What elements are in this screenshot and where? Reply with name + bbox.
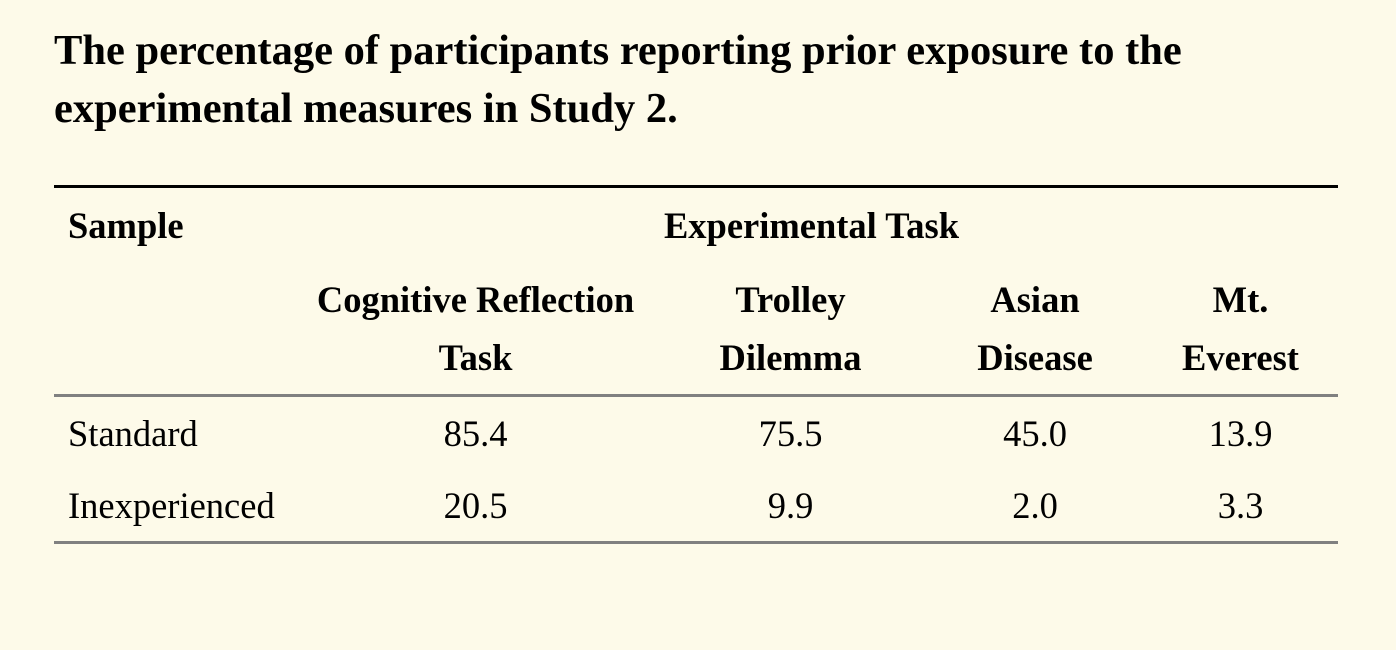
- header-col-crt-line1: Cognitive Reflection: [316, 279, 635, 321]
- table-top-rule: [54, 185, 1338, 188]
- cell-value: 2.0: [1012, 484, 1058, 526]
- table-row-standard: Standard 85.4 75.5 45.0 13.9: [54, 405, 1338, 463]
- table-row-inexperienced: Inexperienced 20.5 9.9 2.0 3.3: [54, 477, 1338, 535]
- header-col-everest-line1: Mt.: [1212, 279, 1269, 321]
- header-sample: Sample: [68, 205, 184, 247]
- header-empty: [54, 271, 297, 388]
- header-col-asian: Asian Disease: [927, 271, 1143, 388]
- cell-value: 45.0: [1003, 412, 1067, 454]
- cell-value: 9.9: [767, 484, 814, 526]
- cell-value: 85.4: [443, 412, 508, 454]
- table-header-rule: [54, 394, 1338, 397]
- header-col-trolley-line2: Dilemma: [719, 337, 862, 379]
- header-col-asian-line2: Disease: [977, 337, 1093, 379]
- header-col-everest: Mt. Everest: [1143, 271, 1338, 388]
- header-col-crt: Cognitive Reflection Task: [297, 271, 654, 388]
- table-caption: The percentage of participants reporting…: [54, 26, 1182, 132]
- table-header-row-2: Cognitive Reflection Task Trolley Dilemma …: [54, 271, 1338, 388]
- header-experimental-task: Experimental Task: [663, 205, 960, 247]
- cell-value: 75.5: [758, 412, 823, 454]
- table-header-row-1: Sample Experimental Task: [54, 197, 1338, 255]
- header-col-trolley: Trolley Dilemma: [654, 271, 927, 388]
- row-label: Standard: [68, 412, 198, 454]
- header-col-asian-line1: Asian: [990, 279, 1080, 321]
- table-bottom-rule: [54, 541, 1338, 544]
- cell-value: 13.9: [1208, 412, 1273, 454]
- row-label: Inexperienced: [68, 484, 275, 526]
- cell-value: 3.3: [1217, 484, 1264, 526]
- header-col-everest-line2: Everest: [1182, 337, 1299, 379]
- cell-value: 20.5: [443, 484, 508, 526]
- header-col-crt-line2: Task: [438, 337, 513, 379]
- header-col-trolley-line1: Trolley: [735, 279, 846, 321]
